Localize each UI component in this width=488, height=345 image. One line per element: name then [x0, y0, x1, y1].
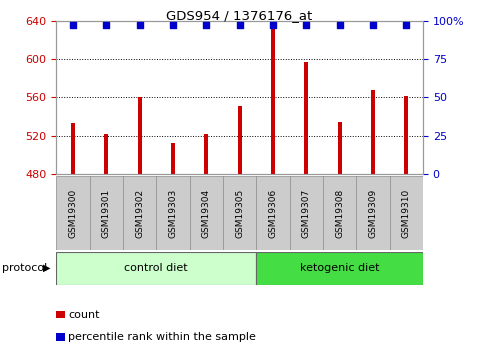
Bar	[56, 252, 256, 285]
Text: GSM19306: GSM19306	[268, 188, 277, 238]
Bar	[137, 97, 142, 174]
Bar	[370, 90, 374, 174]
Bar	[270, 23, 274, 174]
Text: GSM19307: GSM19307	[301, 188, 310, 238]
Text: GSM19305: GSM19305	[235, 188, 244, 238]
Bar	[404, 96, 407, 174]
Point	[235, 22, 243, 28]
Point	[135, 22, 143, 28]
Bar	[337, 122, 341, 174]
Text: GSM19309: GSM19309	[368, 188, 377, 238]
Bar	[237, 106, 241, 174]
Bar	[256, 252, 422, 285]
Point	[69, 22, 77, 28]
Point	[335, 22, 343, 28]
Text: percentile rank within the sample: percentile rank within the sample	[68, 332, 256, 342]
Text: GSM19303: GSM19303	[168, 188, 177, 238]
Text: GSM19300: GSM19300	[68, 188, 77, 238]
Point	[402, 22, 409, 28]
Bar	[171, 142, 175, 174]
Point	[302, 22, 309, 28]
Point	[368, 22, 376, 28]
Text: GSM19308: GSM19308	[334, 188, 344, 238]
Text: ▶: ▶	[43, 263, 51, 273]
Text: ketogenic diet: ketogenic diet	[299, 263, 379, 273]
Point	[102, 22, 110, 28]
Text: GSM19310: GSM19310	[401, 188, 410, 238]
Text: GDS954 / 1376176_at: GDS954 / 1376176_at	[166, 9, 312, 22]
Point	[202, 22, 210, 28]
Point	[169, 22, 177, 28]
Text: GSM19302: GSM19302	[135, 188, 144, 238]
Text: count: count	[68, 310, 100, 319]
Text: protocol: protocol	[2, 263, 48, 273]
Bar	[104, 134, 108, 174]
Bar	[204, 134, 208, 174]
Text: GSM19304: GSM19304	[202, 188, 210, 238]
Bar	[71, 124, 75, 174]
Text: GSM19301: GSM19301	[102, 188, 110, 238]
Bar	[304, 62, 307, 174]
Text: control diet: control diet	[124, 263, 188, 273]
Point	[268, 22, 276, 28]
